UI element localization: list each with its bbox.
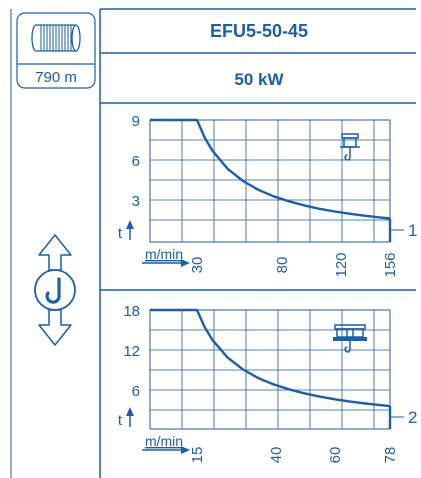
- x-tick-label: 60: [327, 447, 344, 464]
- x-tick-label: 78: [382, 447, 399, 464]
- y-tick-label: 9: [132, 113, 140, 130]
- x-tick-label: 120: [333, 252, 350, 277]
- power-rating: 50 kW: [234, 70, 284, 89]
- hook-icon: [344, 153, 351, 161]
- y-axis-label: t: [118, 412, 123, 429]
- x-axis-label: m/min: [145, 433, 183, 449]
- x-tick-label: 30: [189, 257, 206, 274]
- series-line: [150, 308, 391, 408]
- x-tick-label: 156: [382, 252, 399, 277]
- cable-length: 790 m: [35, 69, 77, 86]
- trolley-body: [343, 137, 357, 148]
- sheet-frame: [10, 8, 416, 478]
- y-tick-label: 6: [132, 383, 140, 400]
- x-tick-label: 40: [268, 447, 285, 464]
- cable-drum-icon: [16, 12, 96, 89]
- y-tick-label: 6: [132, 153, 140, 170]
- chart-2: 18 12 6 15 40 60 78 t m/min 2: [118, 303, 418, 463]
- y-axis-arrowhead: [126, 407, 134, 416]
- x-axis-arrowhead: [181, 446, 190, 454]
- model-title: EFU5-50-45: [210, 21, 308, 41]
- trolley-base: [333, 337, 367, 341]
- plot-area: [149, 309, 391, 430]
- x-axis-label: m/min: [145, 246, 183, 262]
- y-tick-label: 12: [123, 343, 140, 360]
- x-tick-label: 15: [189, 447, 206, 464]
- chart-1: 9 6 3 30 80 120 156 t m/min 1: [118, 113, 418, 278]
- y-axis-label: t: [118, 225, 123, 242]
- x-axis-arrowhead: [181, 259, 190, 267]
- hook-icon: [344, 345, 351, 353]
- hook-up-down-icon: [34, 234, 76, 346]
- y-tick-label: 18: [123, 303, 140, 320]
- series-line: [150, 118, 391, 220]
- double-hook-crane-icon: [333, 324, 367, 353]
- y-axis-arrowhead: [126, 220, 134, 229]
- curve-index-label: 2: [408, 408, 417, 427]
- single-hook-crane-icon: [340, 133, 360, 161]
- x-tick-label: 80: [274, 257, 291, 274]
- y-tick-label: 3: [132, 193, 140, 210]
- curve-index-label: 1: [408, 221, 417, 240]
